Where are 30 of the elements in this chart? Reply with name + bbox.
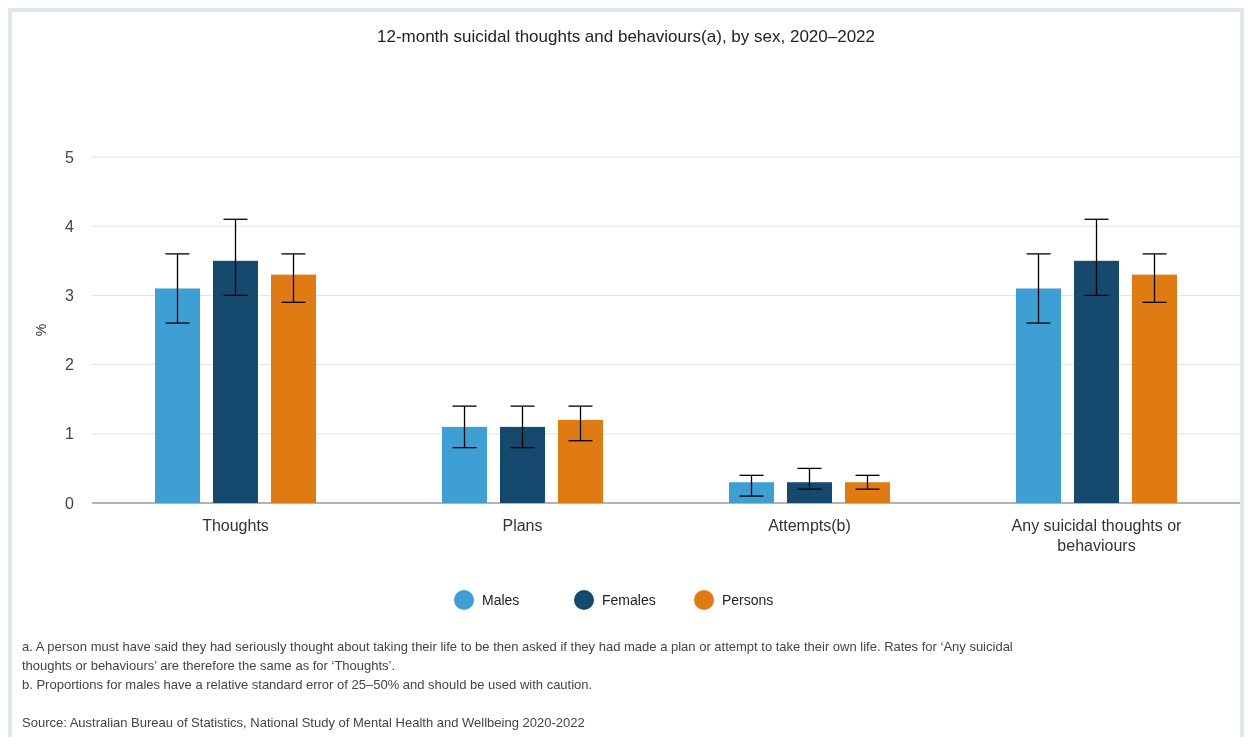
bar	[442, 426, 487, 503]
y-axis-title: %	[33, 323, 49, 337]
chart-title: 12-month suicidal thoughts and behaviours(a), by sex, 2020–2022	[376, 27, 876, 46]
x-tick-label: Attempts(b)	[768, 517, 851, 534]
source-note: Source: Australian Bureau of Statistics, National Study of Mental Health and Wellbeing 2020-2022	[22, 715, 585, 730]
legend-label: Persons	[722, 591, 774, 608]
bar	[787, 482, 832, 503]
legend-label: Females	[602, 591, 656, 608]
bar	[213, 260, 258, 503]
x-tick-label: Any suicidal thoughts or behaviours	[1011, 517, 1183, 554]
bar	[845, 482, 890, 503]
bar	[558, 419, 603, 503]
y-tick-label: 2	[65, 356, 75, 374]
bar	[155, 288, 200, 503]
bar	[271, 274, 316, 503]
x-tick-label: Plans	[502, 517, 543, 534]
y-tick-label: 4	[65, 217, 75, 235]
y-tick-label: 0	[65, 494, 75, 512]
bar	[729, 482, 774, 503]
bar	[500, 426, 545, 503]
bar	[1016, 288, 1061, 503]
text: b. Proportions for males have a relative standard error of 25–50% and should be used with caution.	[22, 677, 593, 692]
bar	[1132, 274, 1177, 503]
x-tick-label: Thoughts	[202, 517, 269, 534]
y-tick-label: 3	[65, 287, 75, 304]
legend-label: Males	[482, 591, 520, 608]
y-tick-label: 5	[65, 148, 75, 166]
bar	[1074, 260, 1119, 503]
y-tick-label: 1	[65, 425, 75, 443]
text: a. A person must have said they had seriously thought about taking their life to be then asked if they had made a plan or attempt to take their own life. Rates for ‘Any suicidal thoughts or behaviours’ are therefore the same as for ‘Thoughts’.	[22, 639, 1013, 673]
